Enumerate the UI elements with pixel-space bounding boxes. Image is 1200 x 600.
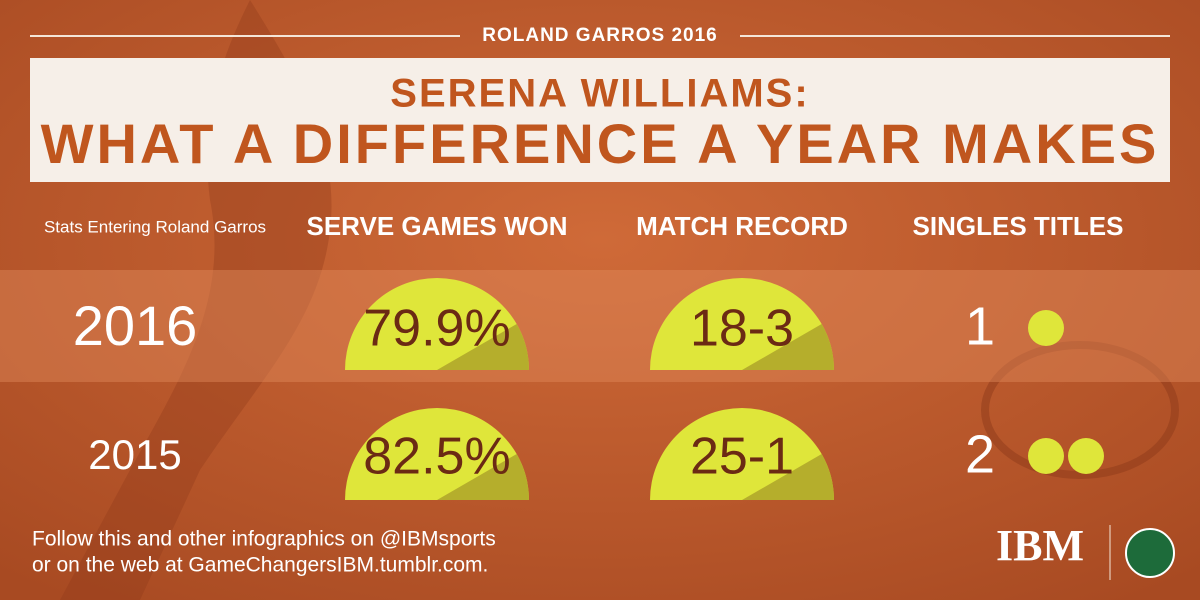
stat-value: 25-1 xyxy=(690,428,794,486)
footer-line: or on the web at GameChangersIBM.tumblr.… xyxy=(32,554,488,577)
title-line-2: WHAT A DIFFERENCE A YEAR MAKES xyxy=(41,112,1160,175)
column-header: SINGLES TITLES xyxy=(913,211,1124,241)
stat-value: 82.5% xyxy=(363,428,510,486)
roland-garros-logo xyxy=(1125,528,1175,578)
column-header: MATCH RECORD xyxy=(636,211,848,241)
column-header: Stats Entering Roland Garros xyxy=(44,217,266,236)
stat-value: 79.9% xyxy=(363,300,510,358)
title-banner xyxy=(30,58,1170,182)
title-ball xyxy=(1068,438,1104,474)
titles-count: 2 xyxy=(965,424,995,484)
stat-value: 18-3 xyxy=(690,300,794,358)
ibm-logo: IBM xyxy=(996,521,1084,570)
title-line-1: SERENA WILLIAMS: xyxy=(390,72,809,116)
year: 2015 xyxy=(88,431,181,478)
racket-silhouette xyxy=(981,341,1179,479)
titles-count: 1 xyxy=(965,296,995,356)
title-ball xyxy=(1028,310,1064,346)
row-highlight xyxy=(0,270,1200,382)
ball-shade xyxy=(437,324,529,370)
stats-table: Stats Entering Roland Garros SERVE GAMES … xyxy=(44,211,1123,500)
ball-shade xyxy=(742,324,834,370)
event-label: ROLAND GARROS 2016 xyxy=(482,25,718,46)
ball-shade xyxy=(742,454,834,500)
year: 2016 xyxy=(73,294,198,357)
footer-line: Follow this and other infographics on @I… xyxy=(32,528,496,551)
title-ball xyxy=(1028,438,1064,474)
ball-shade xyxy=(437,454,529,500)
column-header: SERVE GAMES WON xyxy=(306,211,567,241)
